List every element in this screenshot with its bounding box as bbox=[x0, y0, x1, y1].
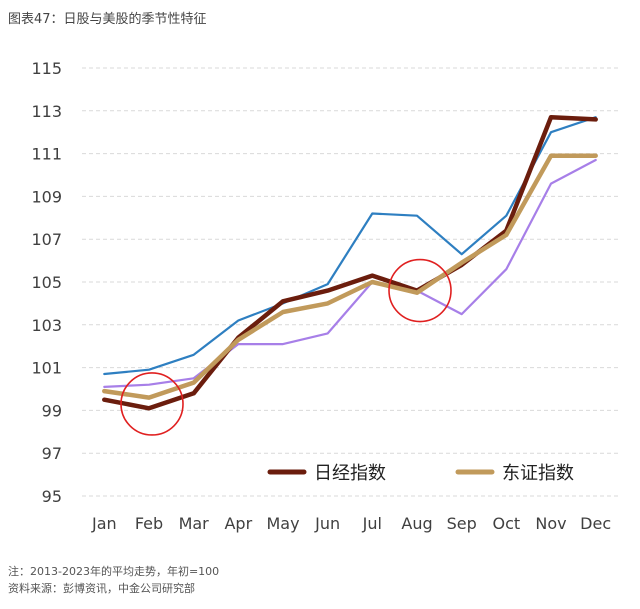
x-tick-label: Dec bbox=[580, 514, 611, 533]
y-tick-label: 107 bbox=[31, 230, 62, 249]
y-tick-label: 115 bbox=[31, 59, 62, 78]
y-tick-label: 103 bbox=[31, 316, 62, 335]
legend: 日经指数 东证指数 bbox=[267, 463, 574, 484]
y-tick-label: 105 bbox=[31, 273, 62, 292]
x-tick-label: Apr bbox=[224, 514, 252, 533]
x-tick-label: Oct bbox=[492, 514, 520, 533]
x-tick-label: Sep bbox=[447, 514, 477, 533]
legend-label-nikkei: 日经指数 bbox=[314, 463, 386, 484]
highlight-circle bbox=[120, 372, 184, 436]
x-tick-label: Jun bbox=[314, 514, 340, 533]
x-tick-label: Mar bbox=[179, 514, 210, 533]
note-text: 注：2013-2023年的平均走势，年初=100 bbox=[8, 565, 220, 578]
x-tick-label: Feb bbox=[135, 514, 163, 533]
x-tick-label: Nov bbox=[535, 514, 566, 533]
chart-area: 95 97 99 101 103 105 107 109 111 113 115 Jan Feb Mar… bbox=[0, 34, 640, 554]
source-text: 资料来源：彭博资讯，中金公司研究部 bbox=[8, 582, 195, 595]
x-tick-label: May bbox=[266, 514, 299, 533]
y-tick-label: 99 bbox=[42, 401, 62, 420]
series-line-blue bbox=[103, 116, 597, 376]
series-line-topix bbox=[102, 153, 598, 400]
figure-title: 图表47：日股与美股的季节性特征 bbox=[8, 12, 207, 27]
legend-label-topix: 东证指数 bbox=[502, 463, 574, 484]
line-chart: 95 97 99 101 103 105 107 109 111 113 115 Jan Feb Mar… bbox=[31, 59, 618, 533]
y-axis-ticks: 95 97 99 101 103 105 107 109 111 113 115 bbox=[31, 59, 62, 506]
y-tick-label: 109 bbox=[31, 187, 62, 206]
annotations bbox=[120, 258, 452, 436]
x-axis-ticks: Jan Feb Mar Apr May Jun Jul Aug Sep Oct Nov Dec bbox=[91, 514, 611, 533]
y-tick-label: 97 bbox=[42, 444, 62, 463]
x-tick-label: Jan bbox=[91, 514, 117, 533]
figure-notes: 注：2013-2023年的平均走势，年初=100 资料来源：彭博资讯，中金公司研… bbox=[8, 563, 219, 597]
y-tick-label: 113 bbox=[31, 102, 62, 121]
y-tick-label: 95 bbox=[42, 487, 62, 506]
x-tick-label: Jul bbox=[362, 514, 382, 533]
y-tick-label: 101 bbox=[31, 359, 62, 378]
series-lines bbox=[102, 114, 598, 411]
x-tick-label: Aug bbox=[401, 514, 432, 533]
y-tick-label: 111 bbox=[31, 145, 62, 164]
series-line-nikkei bbox=[102, 114, 598, 411]
highlight-circle bbox=[388, 258, 452, 323]
series-line-purple bbox=[103, 158, 597, 388]
